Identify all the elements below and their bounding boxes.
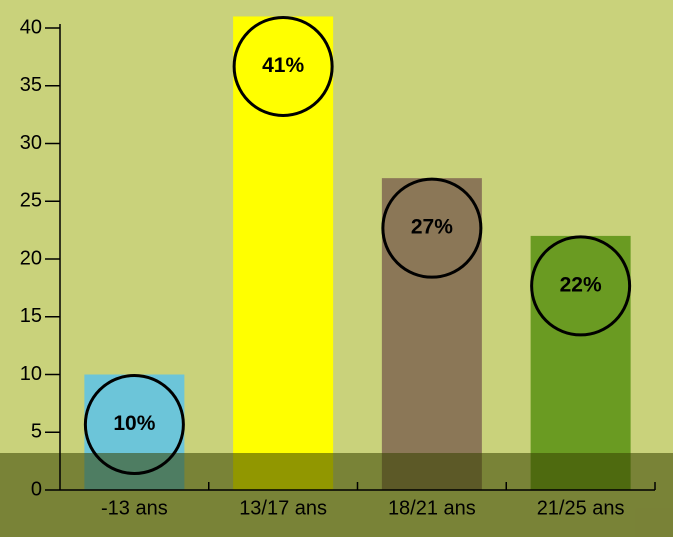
y-tick-label: 15 [20, 305, 42, 327]
y-tick-label: 25 [20, 190, 42, 212]
value-circle [530, 235, 632, 337]
bottom-band [0, 453, 673, 537]
y-tick-label: 0 [31, 478, 42, 500]
x-tick-label: 21/25 ans [537, 497, 625, 519]
value-circle [232, 15, 334, 117]
x-tick-label: 18/21 ans [388, 497, 476, 519]
value-circle [83, 374, 185, 475]
bar [233, 16, 334, 490]
x-tick-label: 13/17 ans [239, 497, 327, 519]
value-label: 27% [411, 216, 453, 239]
value-label: 41% [262, 54, 304, 77]
value-circle [381, 177, 483, 279]
y-tick-label: 40 [20, 16, 42, 38]
y-tick-label: 20 [20, 247, 42, 269]
y-tick-label: 35 [20, 74, 42, 96]
y-tick-label: 5 [31, 421, 42, 443]
y-tick-label: 10 [20, 363, 42, 385]
value-label: 10% [113, 412, 155, 435]
bar [530, 235, 631, 490]
value-label: 22% [560, 273, 602, 296]
y-tick-label: 30 [20, 132, 42, 154]
bar [381, 178, 482, 490]
x-tick-label: -13 ans [101, 497, 168, 519]
